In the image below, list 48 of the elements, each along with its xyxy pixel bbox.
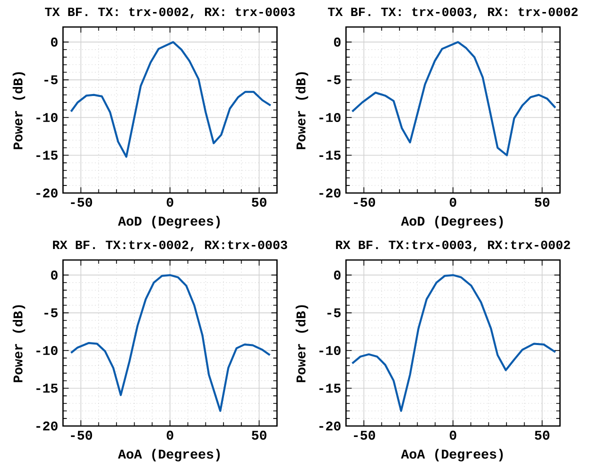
x-tick-label: -50 [70, 198, 92, 207]
line-series [70, 274, 271, 412]
y-tick-label: -10 [36, 346, 58, 356]
x-tick-label: 0 [450, 430, 456, 440]
x-tick-label: -50 [70, 430, 92, 440]
y-tick-label: -15 [319, 150, 341, 160]
y-tick-label: 0 [334, 38, 341, 47]
x-axis-title: AoD (Degrees) [400, 216, 503, 228]
chart-title: RX BF. TX:trx-0002, RX:trx-0003 [53, 240, 288, 252]
line-series [351, 274, 556, 412]
x-tick-label: -50 [354, 430, 376, 440]
y-tick-label: -5 [44, 308, 58, 318]
y-tick-label: 0 [334, 270, 341, 280]
x-tick-label: 0 [166, 198, 174, 207]
y-tick-label: -15 [319, 384, 341, 393]
y-tick-label: 0 [51, 270, 58, 280]
y-tick-label: -5 [44, 75, 58, 84]
y-tick-label: -10 [319, 346, 341, 356]
y-axis-title: Power (dB) [296, 305, 308, 382]
x-axis-title: AoA (Degrees) [118, 448, 220, 462]
y-tick-label: -20 [319, 188, 341, 198]
y-axis-title: Power (dB) [12, 305, 26, 382]
y-axis-title: Power (dB) [296, 72, 308, 150]
y-tick-label: 0 [51, 38, 58, 47]
y-tick-label: -5 [327, 75, 341, 84]
x-axis-title: AoA (Degrees) [400, 448, 503, 462]
x-tick-label: 0 [450, 198, 456, 207]
y-tick-label: -10 [319, 113, 341, 122]
y-tick-label: -5 [327, 308, 341, 318]
y-tick-label: -20 [36, 188, 58, 198]
x-tick-label: 50 [252, 198, 266, 207]
line-series [351, 41, 556, 156]
y-tick-label: -20 [319, 421, 341, 431]
y-tick-label: -20 [36, 421, 58, 431]
y-tick-label: -15 [36, 384, 58, 393]
x-axis-title: AoD (Degrees) [118, 216, 220, 228]
y-tick-label: -10 [36, 113, 58, 122]
x-tick-label: 50 [534, 198, 550, 207]
chart-title: RX BF. TX:trx-0003, RX:trx-0002 [336, 240, 570, 252]
x-tick-label: 0 [166, 430, 174, 440]
line-series [70, 41, 272, 158]
x-tick-label: 50 [252, 430, 266, 440]
x-tick-label: -50 [354, 198, 376, 207]
y-tick-label: -15 [36, 150, 58, 160]
chart-title: TX BF. TX: trx-0003, RX: trx-0002 [328, 8, 578, 18]
chart-title: TX BF. TX: trx-0002, RX: trx-0003 [44, 8, 295, 18]
y-axis-title: Power (dB) [12, 72, 26, 150]
x-tick-label: 50 [534, 430, 550, 440]
